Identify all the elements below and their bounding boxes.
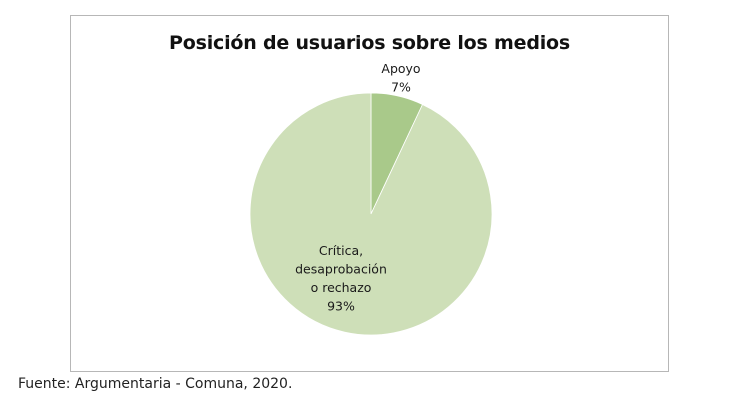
slice-category-label-1: o rechazo xyxy=(311,280,372,295)
slice-category-label-1: Crítica, xyxy=(319,243,363,258)
pie-slice-1 xyxy=(249,92,493,336)
source-note: Fuente: Argumentaria - Comuna, 2020. xyxy=(18,376,293,392)
slice-category-label-0: Apoyo xyxy=(381,61,420,76)
pie-chart: Apoyo 7% Crítica, desaprobación o rechazo 93% xyxy=(249,61,493,336)
slice-value-label-1: 93% xyxy=(327,299,355,314)
chart-title: Posición de usuarios sobre los medios xyxy=(169,32,570,54)
slice-value-label-0: 7% xyxy=(391,80,411,95)
slice-category-label-1: desaprobación xyxy=(295,262,387,277)
chart-frame: Posición de usuarios sobre los medios Ap… xyxy=(70,15,669,372)
